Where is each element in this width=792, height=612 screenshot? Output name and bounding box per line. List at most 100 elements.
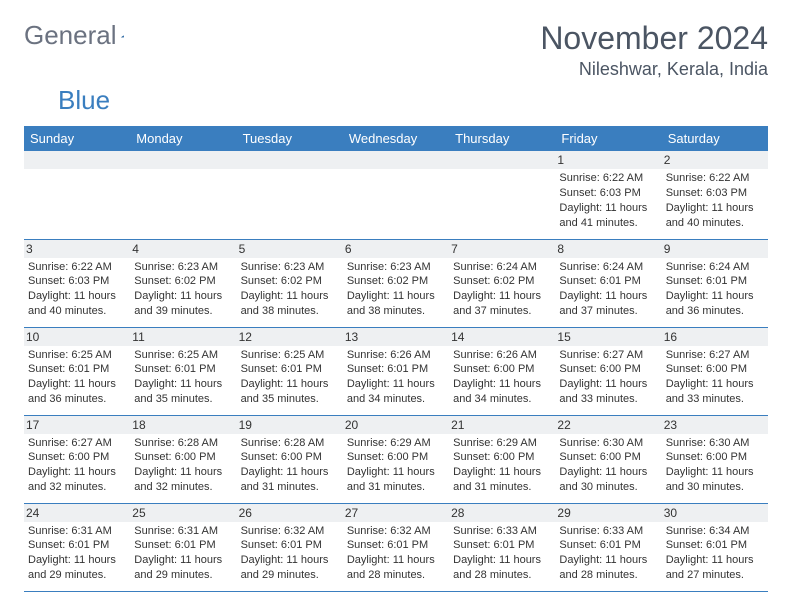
day-number-empty [343, 151, 449, 169]
day-info: Sunrise: 6:33 AMSunset: 6:01 PMDaylight:… [453, 524, 549, 583]
location-text: Nileshwar, Kerala, India [540, 59, 768, 80]
day-number: 26 [237, 504, 343, 522]
day-number-empty [449, 151, 555, 169]
calendar-week-row: 3Sunrise: 6:22 AMSunset: 6:03 PMDaylight… [24, 239, 768, 327]
calendar-cell: 20 Sunrise: 6:29 AMSunset: 6:00 PMDayligh… [343, 415, 449, 503]
calendar-cell: 19Sunrise: 6:28 AMSunset: 6:00 PMDayligh… [237, 415, 343, 503]
calendar-cell: 22 Sunrise: 6:30 AMSunset: 6:00 PMDayligh… [555, 415, 661, 503]
day-info: Sunrise: 6:25 AMSunset: 6:01 PMDaylight:… [241, 348, 337, 407]
day-number: 28 [449, 504, 555, 522]
day-info: Sunrise: 6:23 AMSunset: 6:02 PMDaylight:… [134, 260, 230, 319]
day-number: 9 [662, 240, 768, 258]
day-info: Sunrise: 6:24 AMSunset: 6:01 PMDaylight:… [666, 260, 762, 319]
day-header-row: Sunday Monday Tuesday Wednesday Thursday… [24, 126, 768, 151]
calendar-cell: 7 Sunrise: 6:24 AMSunset: 6:02 PMDaylight… [449, 239, 555, 327]
day-number: 2 [662, 151, 768, 169]
calendar-cell: 1Sunrise: 6:22 AMSunset: 6:03 PMDaylight… [555, 151, 661, 239]
calendar-cell: 16 Sunrise: 6:27 AMSunset: 6:00 PMDayligh… [662, 327, 768, 415]
day-info: Sunrise: 6:34 AMSunset: 6:01 PMDaylight:… [666, 524, 762, 583]
title-block: November 2024 Nileshwar, Kerala, India [540, 20, 768, 80]
day-number: 11 [130, 328, 236, 346]
day-number: 14 [449, 328, 555, 346]
calendar-cell: 13 Sunrise: 6:26 AMSunset: 6:01 PMDayligh… [343, 327, 449, 415]
day-number: 3 [24, 240, 130, 258]
day-number: 21 [449, 416, 555, 434]
day-number: 20 [343, 416, 449, 434]
day-info: Sunrise: 6:28 AMSunset: 6:00 PMDaylight:… [134, 436, 230, 495]
day-header-tue: Tuesday [237, 126, 343, 151]
day-number: 5 [237, 240, 343, 258]
day-number: 1 [555, 151, 661, 169]
day-info: Sunrise: 6:31 AMSunset: 6:01 PMDaylight:… [28, 524, 124, 583]
day-number: 13 [343, 328, 449, 346]
day-info: Sunrise: 6:27 AMSunset: 6:00 PMDaylight:… [28, 436, 124, 495]
calendar-cell: 14Sunrise: 6:26 AMSunset: 6:00 PMDayligh… [449, 327, 555, 415]
day-number: 17 [24, 416, 130, 434]
calendar-cell: 5 Sunrise: 6:23 AMSunset: 6:02 PMDaylight… [237, 239, 343, 327]
day-header-sun: Sunday [24, 126, 130, 151]
day-info: Sunrise: 6:30 AMSunset: 6:00 PMDaylight:… [559, 436, 655, 495]
day-number: 16 [662, 328, 768, 346]
day-header-sat: Saturday [662, 126, 768, 151]
calendar-cell-empty [449, 151, 555, 239]
calendar-cell: 27 Sunrise: 6:32 AMSunset: 6:01 PMDayligh… [343, 503, 449, 591]
day-number-empty [130, 151, 236, 169]
day-info: Sunrise: 6:32 AMSunset: 6:01 PMDaylight:… [347, 524, 443, 583]
calendar-cell-empty [343, 151, 449, 239]
calendar-week-row: 1Sunrise: 6:22 AMSunset: 6:03 PMDaylight… [24, 151, 768, 239]
calendar-cell-empty [237, 151, 343, 239]
day-number: 27 [343, 504, 449, 522]
calendar-cell: 26Sunrise: 6:32 AMSunset: 6:01 PMDayligh… [237, 503, 343, 591]
day-info: Sunrise: 6:29 AMSunset: 6:00 PMDaylight:… [453, 436, 549, 495]
day-number: 4 [130, 240, 236, 258]
day-info: Sunrise: 6:31 AMSunset: 6:01 PMDaylight:… [134, 524, 230, 583]
calendar-cell: 9 Sunrise: 6:24 AMSunset: 6:01 PMDaylight… [662, 239, 768, 327]
brand-word-2-wrap: Blue [58, 85, 768, 116]
calendar-cell: 28 Sunrise: 6:33 AMSunset: 6:01 PMDayligh… [449, 503, 555, 591]
day-info: Sunrise: 6:25 AMSunset: 6:01 PMDaylight:… [134, 348, 230, 407]
day-header-wed: Wednesday [343, 126, 449, 151]
day-number: 29 [555, 504, 661, 522]
day-number: 25 [130, 504, 236, 522]
day-number: 15 [555, 328, 661, 346]
calendar-cell: 12 Sunrise: 6:25 AMSunset: 6:01 PMDayligh… [237, 327, 343, 415]
day-info: Sunrise: 6:24 AMSunset: 6:02 PMDaylight:… [453, 260, 549, 319]
day-number: 30 [662, 504, 768, 522]
day-header-mon: Monday [130, 126, 236, 151]
calendar-page: General November 2024 Nileshwar, Kerala,… [0, 0, 792, 592]
calendar-cell: 17 Sunrise: 6:27 AMSunset: 6:00 PMDayligh… [24, 415, 130, 503]
calendar-cell-empty [130, 151, 236, 239]
day-info: Sunrise: 6:26 AMSunset: 6:01 PMDaylight:… [347, 348, 443, 407]
day-number: 18 [130, 416, 236, 434]
day-number: 6 [343, 240, 449, 258]
calendar-week-row: 10Sunrise: 6:25 AMSunset: 6:01 PMDayligh… [24, 327, 768, 415]
day-info: Sunrise: 6:24 AMSunset: 6:01 PMDaylight:… [559, 260, 655, 319]
day-header-fri: Friday [555, 126, 661, 151]
day-info: Sunrise: 6:27 AMSunset: 6:00 PMDaylight:… [666, 348, 762, 407]
brand-word-2: Blue [58, 85, 110, 115]
calendar-cell-empty [24, 151, 130, 239]
calendar-cell: 18 Sunrise: 6:28 AMSunset: 6:00 PMDayligh… [130, 415, 236, 503]
day-number: 12 [237, 328, 343, 346]
day-number: 10 [24, 328, 130, 346]
day-number: 22 [555, 416, 661, 434]
calendar-cell: 6 Sunrise: 6:23 AMSunset: 6:02 PMDaylight… [343, 239, 449, 327]
day-info: Sunrise: 6:23 AMSunset: 6:02 PMDaylight:… [347, 260, 443, 319]
calendar-table: Sunday Monday Tuesday Wednesday Thursday… [24, 126, 768, 592]
calendar-cell: 30 Sunrise: 6:34 AMSunset: 6:01 PMDayligh… [662, 503, 768, 591]
day-info: Sunrise: 6:29 AMSunset: 6:00 PMDaylight:… [347, 436, 443, 495]
day-info: Sunrise: 6:27 AMSunset: 6:00 PMDaylight:… [559, 348, 655, 407]
calendar-week-row: 24Sunrise: 6:31 AMSunset: 6:01 PMDayligh… [24, 503, 768, 591]
brand-triangle-icon [121, 26, 125, 46]
day-number: 7 [449, 240, 555, 258]
day-info: Sunrise: 6:25 AMSunset: 6:01 PMDaylight:… [28, 348, 124, 407]
calendar-cell: 24 Sunrise: 6:31 AMSunset: 6:01 PMDayligh… [24, 503, 130, 591]
day-number: 24 [24, 504, 130, 522]
calendar-cell: 3Sunrise: 6:22 AMSunset: 6:03 PMDaylight… [24, 239, 130, 327]
calendar-cell: 4 Sunrise: 6:23 AMSunset: 6:02 PMDaylight… [130, 239, 236, 327]
day-info: Sunrise: 6:23 AMSunset: 6:02 PMDaylight:… [241, 260, 337, 319]
day-number: 23 [662, 416, 768, 434]
brand-logo: General [24, 20, 147, 51]
day-number-empty [24, 151, 130, 169]
calendar-week-row: 17 Sunrise: 6:27 AMSunset: 6:00 PMDayligh… [24, 415, 768, 503]
